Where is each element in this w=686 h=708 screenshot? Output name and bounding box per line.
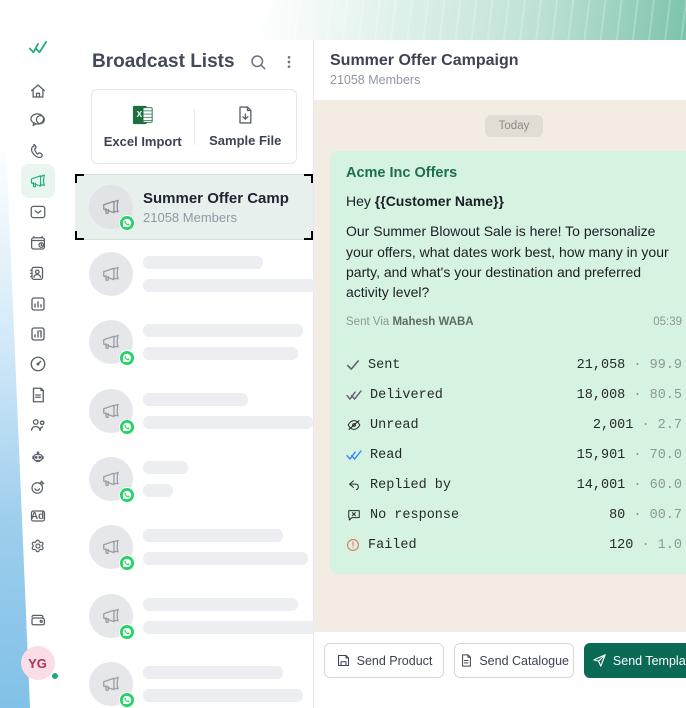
svg-text:X: X [136, 110, 142, 119]
